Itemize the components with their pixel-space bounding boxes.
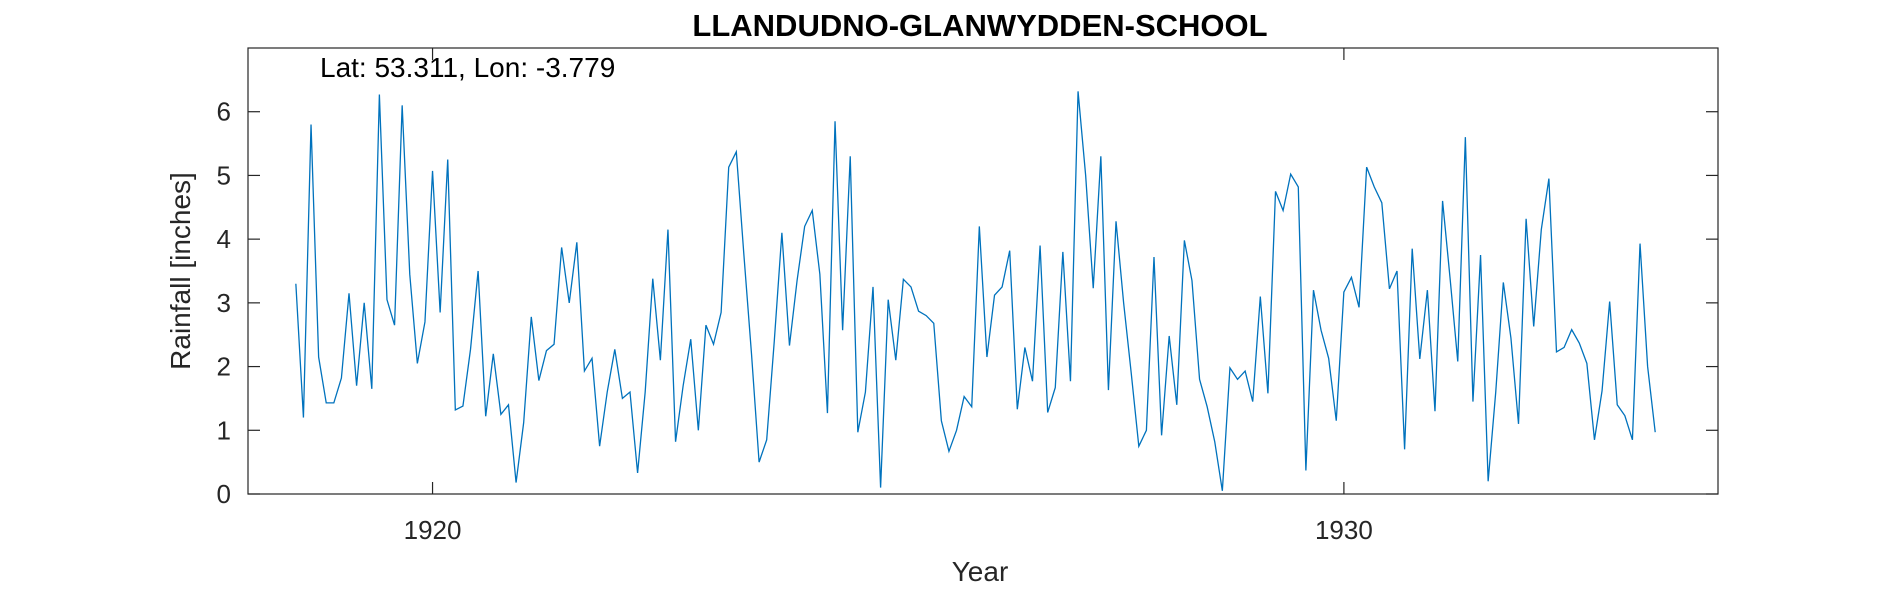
plot-area — [247, 47, 1719, 495]
rainfall-series — [295, 91, 1656, 491]
y-axis: 0 1 2 3 4 5 6 — [217, 97, 1718, 509]
y-tick-label: 0 — [217, 479, 231, 509]
x-tick-label: 1930 — [1315, 515, 1373, 545]
location-annotation: Lat: 53.311, Lon: -3.779 — [320, 52, 615, 83]
y-tick-label: 4 — [217, 224, 231, 254]
x-tick-label: 1920 — [404, 515, 462, 545]
y-tick-label: 3 — [217, 288, 231, 318]
x-axis-label: Year — [952, 556, 1009, 587]
rainfall-line — [295, 91, 1656, 491]
y-tick-label: 2 — [217, 352, 231, 382]
x-axis: 1920 1930 — [404, 48, 1373, 545]
y-tick-label: 6 — [217, 97, 231, 127]
y-tick-label: 5 — [217, 160, 231, 190]
y-axis-label: Rainfall [inches] — [165, 172, 196, 370]
chart-title: LLANDUDNO-GLANWYDDEN-SCHOOL — [692, 8, 1267, 43]
y-tick-label: 1 — [217, 415, 231, 445]
